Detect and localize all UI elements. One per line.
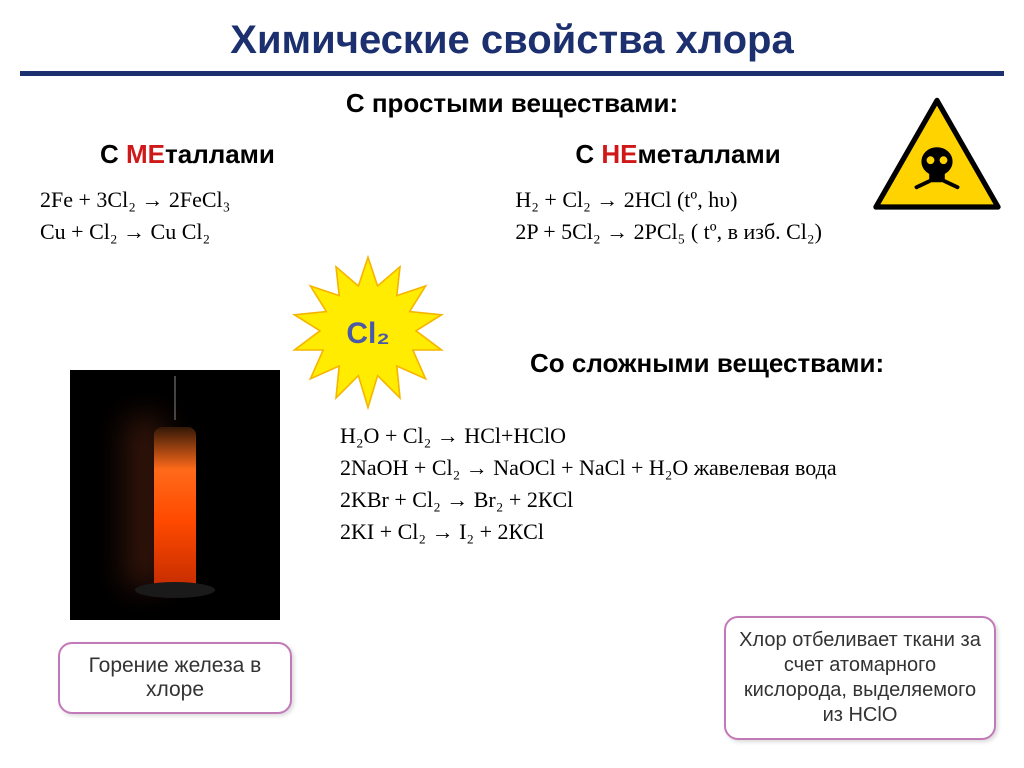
photo-base [135, 582, 215, 598]
columns: С МЕталлами 2Fe + 3Cl₂ → 2FeCl₃ Cu + Cl₂… [0, 139, 1024, 248]
nonmetals-head-prefix: С [575, 139, 601, 169]
complex-eq-1: H₂O + Cl₂ → HCl+HClO [340, 420, 837, 452]
complex-eq-4: 2KI + Cl₂ → I₂ + 2КCl [340, 516, 837, 548]
hazard-sign [872, 96, 1002, 214]
side-note: Хлор отбеливает ткани за счет атомарного… [724, 616, 996, 740]
title-text: Химические свойства хлора [230, 18, 793, 62]
complex-eq-2: 2NaOH + Cl₂ → NaOCl + NaCl + H₂O жавелев… [340, 452, 837, 484]
metals-head-prefix: С [100, 139, 126, 169]
hazard-icon [872, 96, 1002, 214]
metals-head-accent: МЕ [126, 139, 165, 169]
metals-eq-1: 2Fe + 3Cl₂ → 2FeCl₃ [40, 184, 455, 216]
starburst-badge: Cl₂ [288, 254, 448, 414]
subtitle-complex: Со сложными веществами: [530, 348, 884, 379]
photo-flame [154, 427, 196, 597]
metals-heading: С МЕталлами [40, 139, 455, 170]
nonmetals-eq-2: 2P + 5Cl₂ → 2PCl₅ ( tº, в изб. Cl₂) [455, 216, 984, 248]
metals-head-rest: таллами [165, 139, 275, 169]
subtitle-simple: С простыми веществами: [0, 88, 1024, 119]
nonmetals-head-rest: металлами [637, 139, 780, 169]
combustion-photo [70, 370, 280, 620]
photo-wire [174, 376, 176, 420]
star-label: Cl₂ [288, 254, 448, 414]
col-metals: С МЕталлами 2Fe + 3Cl₂ → 2FeCl₃ Cu + Cl₂… [40, 139, 455, 248]
nonmetals-head-accent: НЕ [601, 139, 637, 169]
metals-eq-2: Cu + Cl₂ → Cu Cl₂ [40, 216, 455, 248]
complex-equations: H₂O + Cl₂ → HCl+HClO 2NaOH + Cl₂ → NaOCl… [340, 420, 837, 548]
title-underline [20, 71, 1004, 76]
complex-eq-3: 2KBr + Cl₂ → Br₂ + 2КCl [340, 484, 837, 516]
slide-title: Химические свойства хлора [0, 0, 1024, 71]
photo-caption: Горение железа в хлоре [58, 642, 292, 714]
